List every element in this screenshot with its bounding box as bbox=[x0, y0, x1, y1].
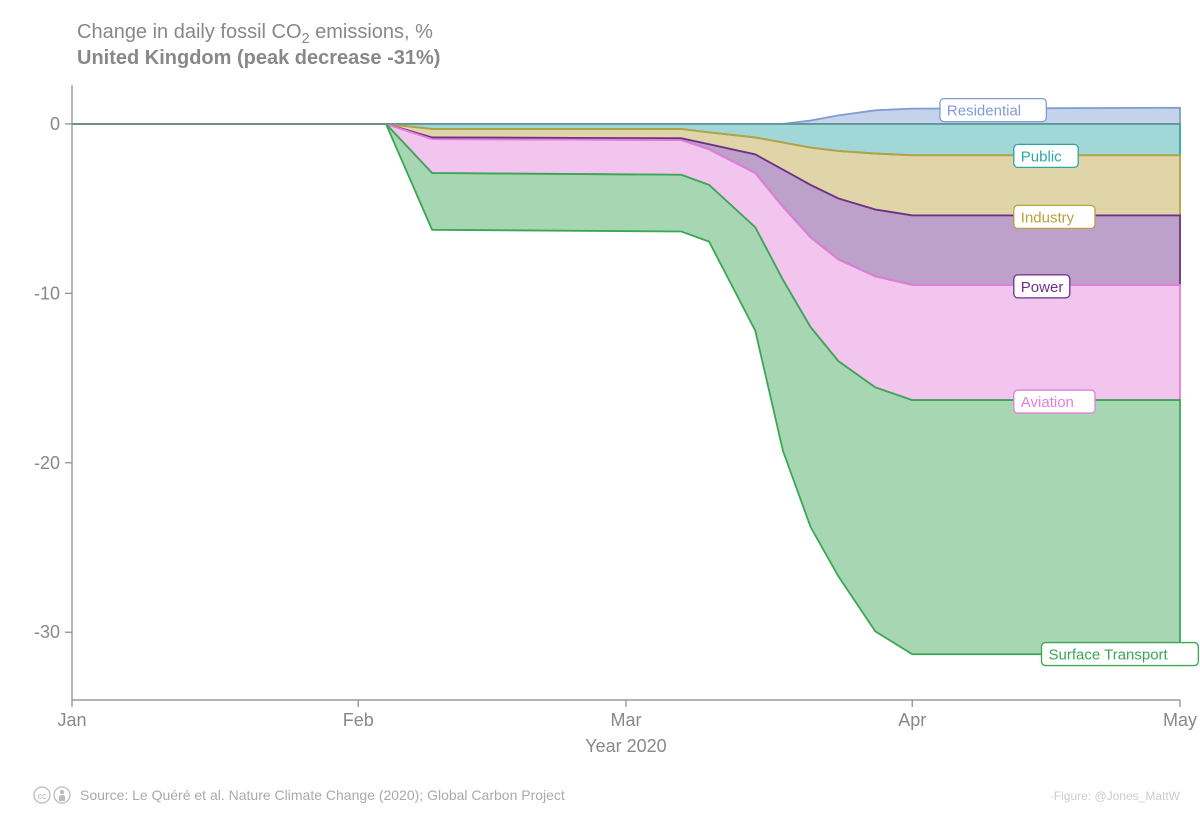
legend-industry: Industry bbox=[1014, 205, 1095, 228]
svg-text:Residential: Residential bbox=[947, 103, 1021, 120]
x-tick-label: Apr bbox=[898, 710, 926, 730]
legend-aviation: Aviation bbox=[1014, 390, 1095, 413]
svg-text:Aviation: Aviation bbox=[1021, 394, 1074, 411]
cc-by-icon: cc bbox=[34, 787, 70, 803]
svg-text:cc: cc bbox=[38, 791, 48, 801]
x-tick-label: Mar bbox=[611, 710, 642, 730]
y-tick-label: -10 bbox=[34, 283, 60, 303]
x-tick-label: Feb bbox=[343, 710, 374, 730]
footer-source: Source: Le Quéré et al. Nature Climate C… bbox=[80, 787, 565, 803]
svg-text:Public: Public bbox=[1021, 148, 1062, 165]
legend-power: Power bbox=[1014, 275, 1070, 298]
chart-svg: Change in daily fossil CO2 emissions, %U… bbox=[0, 0, 1200, 825]
chart-container: { "title": { "line1_pre": "Change in dai… bbox=[0, 0, 1200, 825]
svg-text:Power: Power bbox=[1021, 279, 1064, 296]
legend-surface-transport: Surface Transport bbox=[1042, 643, 1199, 666]
title-line2: United Kingdom (peak decrease -31%) bbox=[77, 47, 440, 69]
y-tick-label: -30 bbox=[34, 622, 60, 642]
x-tick-label: Jan bbox=[57, 710, 86, 730]
title-line1: Change in daily fossil CO2 emissions, % bbox=[77, 21, 433, 47]
svg-text:Surface Transport: Surface Transport bbox=[1049, 647, 1169, 664]
x-axis-label: Year 2020 bbox=[585, 736, 666, 756]
footer-credit: ·Figure: @Jones_MattW bbox=[1050, 789, 1181, 803]
legend-residential: Residential bbox=[940, 99, 1046, 122]
legend-public: Public bbox=[1014, 144, 1078, 167]
svg-text:Industry: Industry bbox=[1021, 209, 1075, 226]
plot-area bbox=[72, 108, 1180, 654]
y-tick-label: 0 bbox=[50, 114, 60, 134]
x-tick-label: May bbox=[1163, 710, 1197, 730]
y-tick-label: -20 bbox=[34, 453, 60, 473]
